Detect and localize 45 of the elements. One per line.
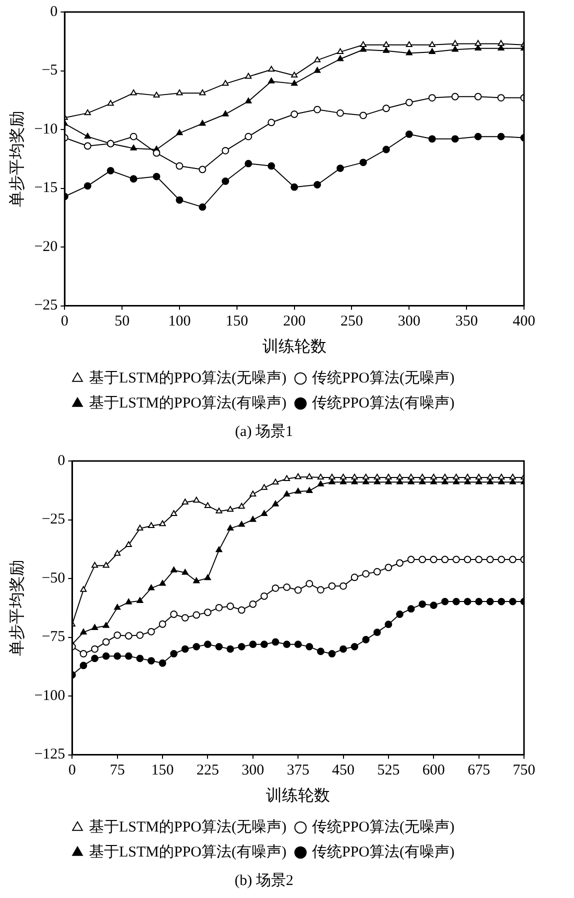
y-tick-label: −25	[42, 512, 66, 528]
x-axis-title: 训练轮数	[262, 338, 326, 356]
y-tick-label: −125	[34, 746, 66, 763]
y-tick-label: 0	[58, 452, 66, 469]
y-tick-label: 0	[50, 4, 58, 20]
x-tick-label: 0	[68, 762, 76, 779]
legend-label: 基于LSTM的PPO算法(有噪声)	[88, 394, 287, 412]
x-tick-label: 50	[114, 314, 130, 330]
x-tick-label: 150	[226, 314, 248, 330]
legend-label: 传统PPO算法(无噪声)	[312, 818, 455, 836]
x-tick-label: 600	[422, 762, 445, 779]
legend-label: 基于LSTM的PPO算法(无噪声)	[88, 818, 287, 836]
y-tick-label: −10	[34, 121, 58, 138]
x-tick-label: 75	[110, 762, 125, 779]
x-tick-label: 300	[398, 314, 420, 330]
x-tick-label: 350	[455, 314, 478, 330]
x-tick-label: 300	[242, 762, 264, 779]
x-tick-label: 400	[512, 314, 536, 330]
text: (a) 场景1	[235, 422, 293, 440]
y-axis-title: 单步平均奖励	[8, 560, 26, 656]
x-tick-label: 675	[468, 762, 490, 779]
legend-label: 基于LSTM的PPO算法(有噪声)	[88, 843, 287, 860]
y-tick-label: −20	[34, 238, 58, 255]
y-tick-label: −100	[34, 688, 66, 704]
x-tick-label: 100	[168, 314, 191, 330]
x-tick-label: 750	[512, 762, 536, 779]
x-tick-label: 450	[332, 762, 355, 779]
legend-label: 基于LSTM的PPO算法(无噪声)	[88, 369, 287, 386]
y-tick-label: −50	[42, 570, 66, 586]
legend-label: 传统PPO算法(有噪声)	[312, 843, 455, 860]
y-tick-label: −25	[34, 298, 58, 314]
x-tick-label: 150	[151, 762, 174, 779]
x-tick-label: 375	[286, 762, 310, 779]
y-axis-title: 单步平均奖励	[8, 110, 26, 207]
x-tick-label: 525	[377, 762, 400, 779]
legend-label: 传统PPO算法(无噪声)	[312, 369, 455, 386]
y-tick-label: −5	[42, 62, 58, 79]
x-axis-title: 训练轮数	[266, 786, 330, 805]
y-tick-label: −15	[34, 180, 58, 196]
x-tick-label: 250	[340, 314, 363, 330]
y-tick-label: −75	[42, 629, 66, 646]
x-tick-label: 200	[283, 314, 306, 330]
x-tick-label: 225	[196, 762, 219, 779]
legend-label: 传统PPO算法(有噪声)	[312, 394, 455, 412]
text: (b) 场景2	[234, 872, 294, 889]
